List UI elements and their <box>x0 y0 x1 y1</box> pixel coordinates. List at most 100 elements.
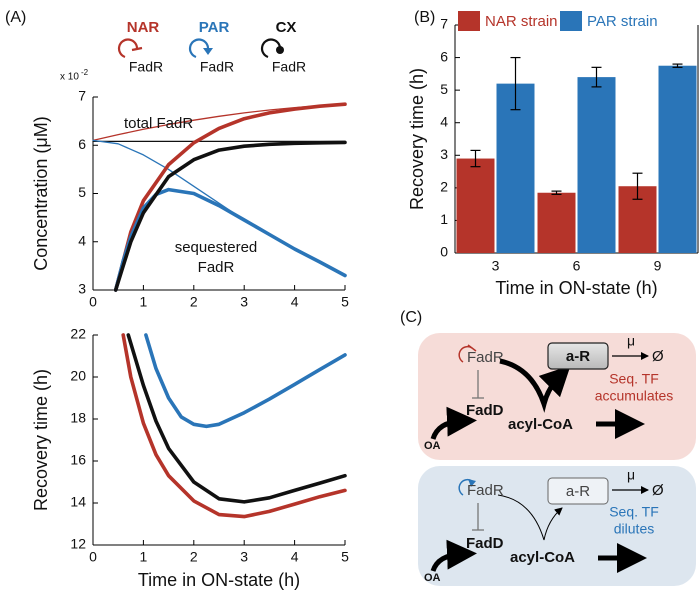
y-tick-label: 2 <box>440 179 448 195</box>
x-axis-label: Time in ON-state (h) <box>495 278 657 298</box>
x-tick-label: 5 <box>341 294 349 310</box>
note: accumulates <box>595 388 674 404</box>
note: Seq. TF <box>609 504 659 520</box>
annotation: sequestered <box>175 239 258 256</box>
node-label: FadD <box>466 535 504 552</box>
note: Seq. TF <box>609 371 659 387</box>
sink-label: Ø <box>652 482 664 499</box>
y-tick-label: 5 <box>440 81 448 97</box>
legend-label: NAR strain <box>485 13 558 30</box>
y-axis-label: Recovery time (h) <box>407 68 427 210</box>
legend-label: PAR strain <box>587 13 658 30</box>
line-series <box>113 187 347 292</box>
y-tick-label: 4 <box>78 232 86 248</box>
note: dilutes <box>614 521 654 537</box>
x-tick-label: 6 <box>573 258 581 274</box>
bar <box>577 77 616 253</box>
legend-sublabel: FadR <box>200 59 234 75</box>
annotation: FadR <box>198 259 235 276</box>
legend-label: PAR <box>199 19 230 36</box>
line-series <box>121 333 347 519</box>
node-label: a-R <box>566 483 590 500</box>
rate-label: μ <box>627 467 635 483</box>
x-tick-label: 3 <box>492 258 500 274</box>
diagram-top: FadR FadD OA acyl-CoA a-R μ Ø Seq. TF ac… <box>418 333 696 460</box>
arrow <box>497 494 563 541</box>
y-tick-label: 7 <box>440 16 448 32</box>
bar <box>537 192 576 253</box>
annotation: total FadR <box>124 115 193 132</box>
node-label: FadR <box>467 482 504 499</box>
legend-label: CX <box>276 19 297 36</box>
x-tick-label: 0 <box>89 294 97 310</box>
legend-icon <box>203 48 213 55</box>
node-label: acyl-CoA <box>508 416 573 433</box>
y-tick-label: 5 <box>78 184 86 200</box>
sink-label: Ø <box>652 348 664 365</box>
y-tick-label: 7 <box>78 88 86 104</box>
y-tick-label: 3 <box>78 281 86 297</box>
axis-multiplier: x 10 <box>60 72 79 83</box>
panel-label: (B) <box>414 9 435 26</box>
x-tick-label: 2 <box>190 549 198 565</box>
y-tick-label: 14 <box>70 494 86 510</box>
legend-icon <box>276 46 284 54</box>
y-tick-label: 12 <box>70 536 86 552</box>
regulation-icon <box>467 344 477 352</box>
y-tick-label: 18 <box>70 410 86 426</box>
rate-label: μ <box>627 333 635 349</box>
diagram-bottom: FadR FadD OA acyl-CoA a-R μ Ø Seq. TF di… <box>418 466 696 586</box>
x-tick-label: 4 <box>291 294 299 310</box>
legend-sublabel: FadR <box>272 59 306 75</box>
x-tick-label: 0 <box>89 549 97 565</box>
legend-icon <box>260 38 282 59</box>
node-label: OA <box>424 572 441 584</box>
y-axis-label: Recovery time (h) <box>31 369 51 511</box>
y-tick-label: 22 <box>70 326 86 342</box>
y-axis-label: Concentration (μM) <box>31 116 51 270</box>
x-tick-label: 1 <box>140 549 148 565</box>
line-series <box>144 333 347 429</box>
node-label: acyl-CoA <box>510 549 575 566</box>
x-tick-label: 3 <box>240 294 248 310</box>
axis-multiplier: -2 <box>81 68 89 77</box>
y-tick-label: 4 <box>440 113 448 129</box>
bar <box>496 83 535 253</box>
x-tick-label: 5 <box>341 549 349 565</box>
legend-icon <box>117 38 139 59</box>
legend-swatch <box>560 11 582 31</box>
x-tick-label: 4 <box>291 549 299 565</box>
y-tick-label: 3 <box>440 146 448 162</box>
bar <box>456 158 495 253</box>
complex-box <box>547 477 609 505</box>
complex-box <box>547 342 609 370</box>
panel-label: (C) <box>400 309 422 326</box>
x-tick-label: 1 <box>140 294 148 310</box>
arrow <box>430 539 477 572</box>
y-tick-label: 16 <box>70 452 86 468</box>
legend-swatch <box>458 11 480 31</box>
x-tick-label: 9 <box>654 258 662 274</box>
node-label: a-R <box>566 348 590 365</box>
legend-icon <box>131 46 143 52</box>
node-label: FadD <box>466 402 504 419</box>
legend-icon <box>188 38 210 59</box>
line-series <box>113 140 347 292</box>
y-tick-label: 20 <box>70 368 86 384</box>
x-tick-label: 3 <box>240 549 248 565</box>
bar <box>658 65 697 253</box>
y-tick-label: 6 <box>78 136 86 152</box>
arrow <box>499 358 571 413</box>
line-series <box>126 333 347 504</box>
y-tick-label: 1 <box>440 211 448 227</box>
x-axis-label: Time in ON-state (h) <box>138 570 300 590</box>
node-label: FadR <box>467 349 504 366</box>
regulation-icon <box>468 479 476 487</box>
arrow <box>430 406 477 440</box>
x-tick-label: 2 <box>190 294 198 310</box>
y-tick-label: 0 <box>440 244 448 260</box>
panel-label: (A) <box>5 9 26 26</box>
